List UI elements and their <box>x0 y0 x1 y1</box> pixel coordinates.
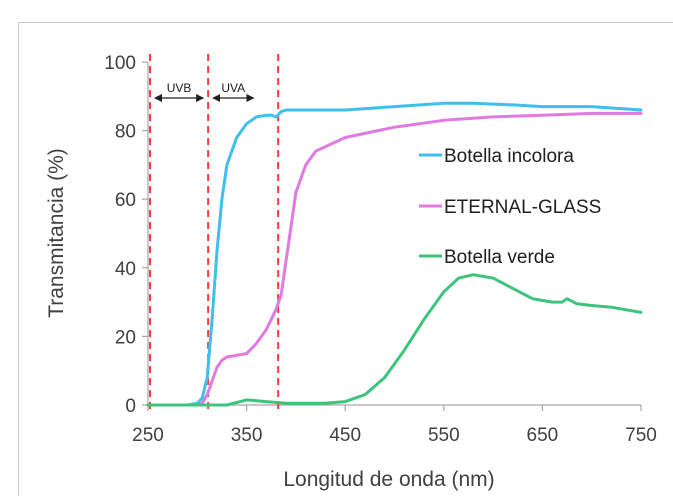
legend-label: Botella verde <box>444 247 555 268</box>
band-annotations: UVB UVA <box>153 81 255 103</box>
chart-frame <box>18 22 673 496</box>
legend-label: ETERNAL-GLASS <box>444 197 601 218</box>
x-tick-label: 650 <box>527 425 559 446</box>
y-tick-label: 60 <box>115 190 136 211</box>
legend-label: Botella incolora <box>444 146 574 167</box>
series-line <box>146 101 643 407</box>
x-tick-label: 450 <box>329 425 361 446</box>
y-tick-label: 20 <box>115 327 136 348</box>
series-lines <box>146 101 643 407</box>
x-tick-label: 550 <box>428 425 460 446</box>
y-tick-label: 100 <box>104 53 136 74</box>
series-line <box>146 273 643 407</box>
band-label: UVB <box>167 81 192 95</box>
tick-labels: 0 20 40 60 80 100 250 350 450 550 650 750 <box>104 53 657 446</box>
marker-lines <box>148 54 280 411</box>
x-tick-label: 250 <box>132 425 164 446</box>
y-tick-label: 80 <box>115 122 136 143</box>
band-label: UVA <box>221 81 245 95</box>
x-tick-label: 350 <box>231 425 263 446</box>
x-tick-label: 750 <box>625 425 657 446</box>
y-axis-title-group: Transmitancia (%) <box>45 148 68 318</box>
y-axis-title: Transmitancia (%) <box>45 148 68 318</box>
y-tick-label: 40 <box>115 259 136 280</box>
x-axis-title: Longitud de onda (nm) <box>283 468 494 491</box>
series-line <box>146 111 643 407</box>
legend: Botella incolora ETERNAL-GLASS Botella ver… <box>419 146 601 268</box>
y-tick-label: 0 <box>125 396 136 417</box>
